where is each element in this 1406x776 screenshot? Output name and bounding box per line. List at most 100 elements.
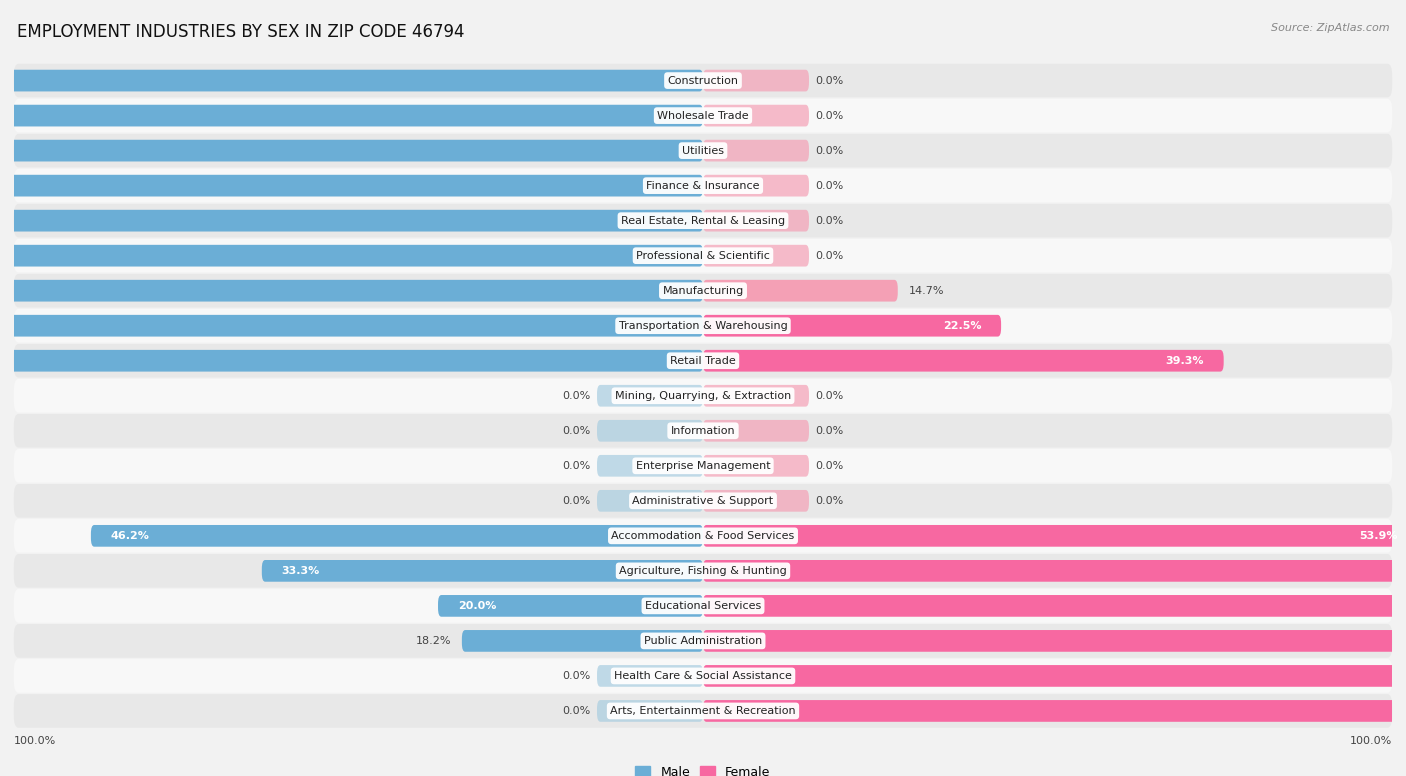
FancyBboxPatch shape (703, 455, 808, 476)
Legend: Male, Female: Male, Female (636, 766, 770, 776)
Text: Finance & Insurance: Finance & Insurance (647, 181, 759, 191)
Text: Construction: Construction (668, 75, 738, 85)
FancyBboxPatch shape (0, 70, 703, 92)
FancyBboxPatch shape (703, 280, 898, 302)
Text: 0.0%: 0.0% (562, 391, 591, 400)
Text: 0.0%: 0.0% (815, 251, 844, 261)
Text: 18.2%: 18.2% (416, 636, 451, 646)
FancyBboxPatch shape (14, 169, 1392, 203)
Text: 33.3%: 33.3% (281, 566, 321, 576)
FancyBboxPatch shape (14, 344, 1392, 378)
FancyBboxPatch shape (463, 630, 703, 652)
Text: Public Administration: Public Administration (644, 636, 762, 646)
FancyBboxPatch shape (0, 315, 703, 337)
FancyBboxPatch shape (14, 694, 1392, 728)
FancyBboxPatch shape (703, 595, 1406, 617)
Text: 22.5%: 22.5% (943, 320, 981, 331)
FancyBboxPatch shape (14, 449, 1392, 483)
FancyBboxPatch shape (14, 99, 1392, 133)
Text: 0.0%: 0.0% (815, 391, 844, 400)
FancyBboxPatch shape (0, 105, 703, 126)
Text: 0.0%: 0.0% (562, 671, 591, 681)
FancyBboxPatch shape (14, 133, 1392, 168)
FancyBboxPatch shape (14, 204, 1392, 237)
Text: Educational Services: Educational Services (645, 601, 761, 611)
FancyBboxPatch shape (14, 554, 1392, 587)
FancyBboxPatch shape (14, 274, 1392, 307)
Text: 0.0%: 0.0% (562, 496, 591, 506)
Text: 0.0%: 0.0% (815, 181, 844, 191)
Text: 0.0%: 0.0% (815, 111, 844, 120)
FancyBboxPatch shape (598, 700, 703, 722)
Text: Accommodation & Food Services: Accommodation & Food Services (612, 531, 794, 541)
FancyBboxPatch shape (703, 420, 808, 442)
Text: Source: ZipAtlas.com: Source: ZipAtlas.com (1271, 23, 1389, 33)
FancyBboxPatch shape (14, 379, 1392, 413)
Text: 100.0%: 100.0% (1350, 736, 1392, 747)
FancyBboxPatch shape (598, 420, 703, 442)
Text: 0.0%: 0.0% (562, 706, 591, 716)
Text: 0.0%: 0.0% (815, 216, 844, 226)
Text: 0.0%: 0.0% (815, 75, 844, 85)
Text: Professional & Scientific: Professional & Scientific (636, 251, 770, 261)
Text: Retail Trade: Retail Trade (671, 355, 735, 365)
Text: Information: Information (671, 426, 735, 436)
FancyBboxPatch shape (703, 70, 808, 92)
FancyBboxPatch shape (14, 309, 1392, 342)
Text: EMPLOYMENT INDUSTRIES BY SEX IN ZIP CODE 46794: EMPLOYMENT INDUSTRIES BY SEX IN ZIP CODE… (17, 23, 464, 41)
Text: Agriculture, Fishing & Hunting: Agriculture, Fishing & Hunting (619, 566, 787, 576)
Text: Administrative & Support: Administrative & Support (633, 496, 773, 506)
Text: Transportation & Warehousing: Transportation & Warehousing (619, 320, 787, 331)
Text: 20.0%: 20.0% (458, 601, 496, 611)
FancyBboxPatch shape (0, 140, 703, 161)
Text: 0.0%: 0.0% (815, 146, 844, 156)
FancyBboxPatch shape (703, 140, 808, 161)
Text: 14.7%: 14.7% (908, 286, 943, 296)
Text: 0.0%: 0.0% (815, 496, 844, 506)
Text: 0.0%: 0.0% (562, 426, 591, 436)
Text: 100.0%: 100.0% (14, 736, 56, 747)
FancyBboxPatch shape (598, 455, 703, 476)
FancyBboxPatch shape (703, 385, 808, 407)
FancyBboxPatch shape (14, 414, 1392, 448)
FancyBboxPatch shape (703, 665, 1406, 687)
Text: Utilities: Utilities (682, 146, 724, 156)
FancyBboxPatch shape (703, 700, 1406, 722)
Text: 53.9%: 53.9% (1358, 531, 1398, 541)
Text: 0.0%: 0.0% (815, 461, 844, 471)
FancyBboxPatch shape (14, 659, 1392, 693)
FancyBboxPatch shape (703, 105, 808, 126)
Text: Health Care & Social Assistance: Health Care & Social Assistance (614, 671, 792, 681)
FancyBboxPatch shape (0, 244, 703, 266)
FancyBboxPatch shape (14, 589, 1392, 622)
Text: Mining, Quarrying, & Extraction: Mining, Quarrying, & Extraction (614, 391, 792, 400)
FancyBboxPatch shape (703, 560, 1406, 582)
FancyBboxPatch shape (703, 350, 1223, 372)
FancyBboxPatch shape (598, 385, 703, 407)
FancyBboxPatch shape (703, 315, 1001, 337)
FancyBboxPatch shape (703, 244, 808, 266)
FancyBboxPatch shape (703, 630, 1406, 652)
FancyBboxPatch shape (703, 490, 808, 511)
Text: 0.0%: 0.0% (815, 426, 844, 436)
FancyBboxPatch shape (0, 350, 703, 372)
FancyBboxPatch shape (14, 624, 1392, 658)
FancyBboxPatch shape (0, 280, 703, 302)
FancyBboxPatch shape (703, 525, 1406, 547)
FancyBboxPatch shape (14, 519, 1392, 553)
Text: Arts, Entertainment & Recreation: Arts, Entertainment & Recreation (610, 706, 796, 716)
Text: 39.3%: 39.3% (1166, 355, 1204, 365)
FancyBboxPatch shape (0, 210, 703, 231)
FancyBboxPatch shape (91, 525, 703, 547)
Text: Real Estate, Rental & Leasing: Real Estate, Rental & Leasing (621, 216, 785, 226)
Text: Wholesale Trade: Wholesale Trade (657, 111, 749, 120)
FancyBboxPatch shape (14, 484, 1392, 518)
Text: 46.2%: 46.2% (111, 531, 149, 541)
FancyBboxPatch shape (0, 175, 703, 196)
FancyBboxPatch shape (598, 665, 703, 687)
Text: Manufacturing: Manufacturing (662, 286, 744, 296)
FancyBboxPatch shape (703, 175, 808, 196)
FancyBboxPatch shape (262, 560, 703, 582)
FancyBboxPatch shape (14, 64, 1392, 98)
FancyBboxPatch shape (598, 490, 703, 511)
